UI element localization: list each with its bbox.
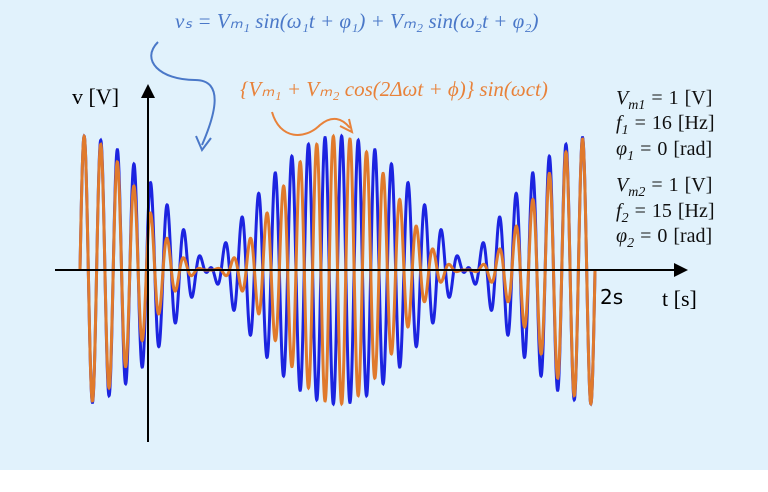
param-sub: 1 [622,123,629,138]
param-unit: [V] [685,87,713,109]
envelope-equation: {Vₘ₁ + Vₘ₂ cos(2Δωt + ϕ)} sin(ωct) [240,77,548,101]
param-sub: m2 [628,185,645,200]
param-symbol: φ [616,138,627,160]
param-rel: = [640,225,651,247]
parameters: Vm1 = 1 [V]f1 = 16 [Hz]φ1 = 0 [rad]Vm2 = 1 [V]f2 = 15[… [616,87,714,251]
param-symbol: V [616,174,631,196]
t-end-label: 2s [600,285,623,309]
param-value: 1 [669,174,679,196]
background [0,0,768,470]
param-symbol: f [616,200,624,222]
param-sub: 2 [627,236,634,251]
envelope-arrow [271,111,351,136]
x-axis-label: t [s] [662,286,697,311]
param-value: 15 [652,200,672,222]
param-rel: = [651,174,662,196]
param-rel: = [640,138,651,160]
param-unit: [Hz] [678,112,715,134]
param-unit: [V] [685,174,713,196]
sum-equation: vₛ = Vₘ₁ sin(ω₁t + φ₁) + Vₘ₂ sin(ω₂t + φ… [175,9,539,33]
parameter: f2 = 15 [Hz] [616,200,714,226]
param-value: 0 [657,225,667,247]
param-unit: [rad] [673,138,712,160]
param-rel: = [651,87,662,109]
param-unit: [Hz] [678,200,715,222]
param-value: 1 [669,87,679,109]
param-sub: 2 [622,211,629,226]
parameter: φ2 = 0 [rad] [616,225,712,251]
param-sub: 1 [627,149,634,164]
parameter: φ1 = 0 [rad] [616,138,712,164]
envelope-arrowhead [339,118,354,134]
param-rel: = [635,200,646,222]
param-unit: [rad] [673,225,712,247]
param-value: 0 [657,138,667,160]
param-sub: m1 [628,98,645,113]
y-axis-label: v [V] [72,84,119,109]
param-symbol: f [616,112,624,134]
param-value: 16 [652,112,672,134]
y-arrowhead [141,84,155,98]
param-rel: = [635,112,646,134]
parameter: f1 = 16 [Hz] [616,112,714,138]
parameter: Vm1 = 1 [V] [616,87,712,113]
param-symbol: φ [616,225,627,247]
param-symbol: V [616,87,631,109]
sum-arrowhead [195,135,212,152]
x-arrowhead [674,263,688,277]
parameter: Vm2 = 1 [V] [616,174,712,200]
sum-arrow [150,41,216,146]
